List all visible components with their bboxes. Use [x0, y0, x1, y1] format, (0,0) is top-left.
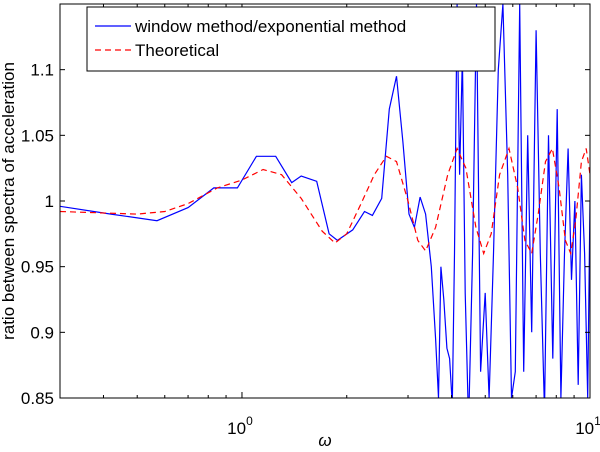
- y-tick-label: 0.9: [30, 323, 54, 342]
- y-tick-label: 1: [45, 192, 54, 211]
- x-axis-label: ω: [318, 431, 331, 450]
- x-tick-exponent: 0: [246, 414, 253, 428]
- series-layer: [60, 4, 590, 398]
- legend-box: [86, 6, 496, 72]
- series-line-window-method: [60, 4, 590, 398]
- y-tick-label: 0.95: [21, 258, 54, 277]
- y-tick-label: 1.1: [30, 61, 54, 80]
- x-tick-base: 10: [575, 419, 594, 438]
- legend-label-theoretical: Theoretical: [135, 41, 219, 60]
- x-tick-label: 101: [575, 414, 600, 438]
- series-line-theoretical: [60, 146, 590, 256]
- x-tick-label: 100: [227, 414, 253, 438]
- y-axis-label: ratio between spectra of acceleration: [0, 62, 18, 340]
- x-tick-exponent: 1: [594, 414, 600, 428]
- x-tick-base: 10: [227, 419, 246, 438]
- y-tick-label: 1.05: [21, 126, 54, 145]
- y-tick-label: 0.85: [21, 389, 54, 408]
- legend: window method/exponential method Theoret…: [86, 6, 496, 72]
- legend-label-window-method: window method/exponential method: [134, 17, 406, 36]
